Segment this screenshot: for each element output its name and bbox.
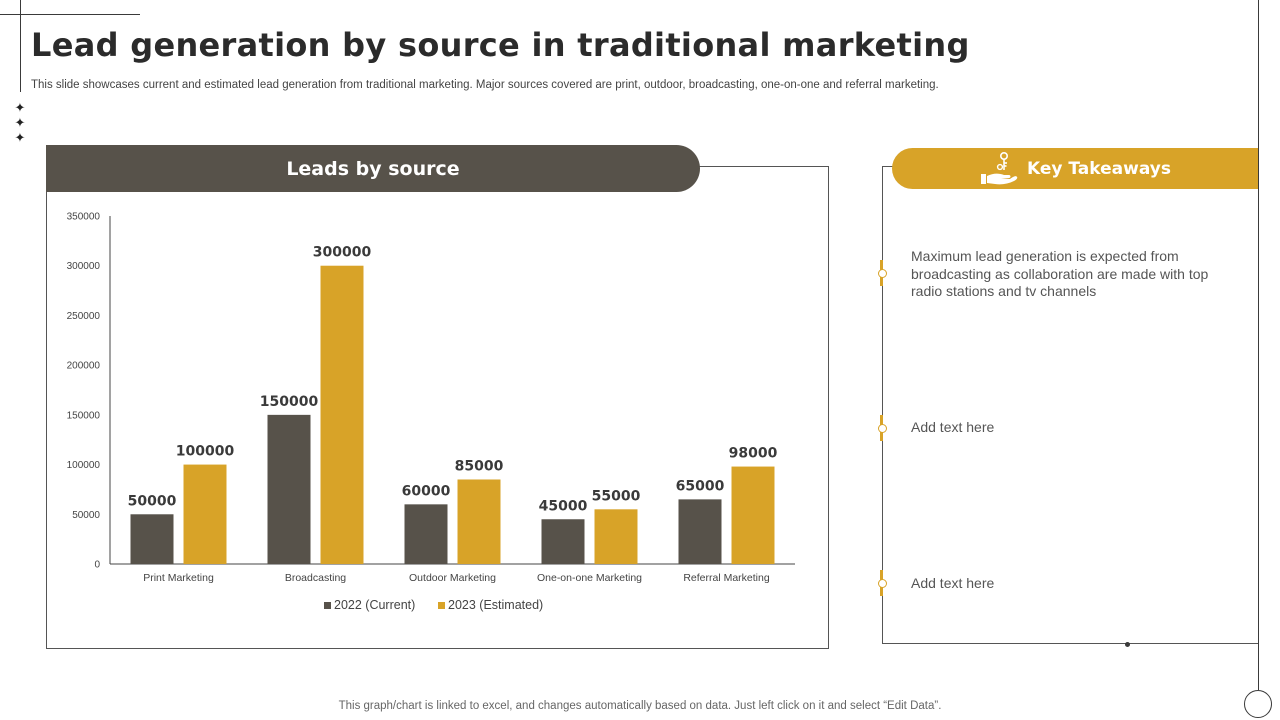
x-tick-label: One-on-one Marketing: [537, 572, 642, 584]
x-tick-label: Outdoor Marketing: [409, 572, 496, 584]
chart-header: Leads by source: [46, 145, 700, 192]
takeaway-text[interactable]: Add text here: [911, 419, 995, 435]
bar[interactable]: [731, 466, 775, 564]
legend-label[interactable]: 2023 (Estimated): [448, 598, 543, 612]
takeaway-marker: [878, 570, 888, 596]
timeline-endcap: [1125, 642, 1130, 647]
hand-key-icon: [981, 151, 1018, 184]
y-tick-label: 150000: [67, 410, 101, 421]
legend-label[interactable]: 2022 (Current): [334, 598, 415, 612]
takeaway-text[interactable]: Add text here: [911, 575, 995, 591]
y-tick-label: 0: [94, 560, 100, 571]
data-label: 55000: [592, 488, 641, 504]
data-label: 98000: [729, 446, 778, 462]
page-subtitle: This slide showcases current and estimat…: [31, 79, 939, 91]
decorative-line-right: [1258, 0, 1259, 690]
bar[interactable]: [594, 509, 638, 564]
x-tick-label: Print Marketing: [143, 572, 214, 584]
data-label: 100000: [176, 444, 235, 460]
data-label: 50000: [128, 493, 177, 509]
data-label: 150000: [260, 394, 319, 410]
y-tick-label: 200000: [67, 361, 101, 372]
x-tick-label: Referral Marketing: [683, 572, 770, 584]
data-label: 60000: [402, 483, 451, 499]
takeaway-marker: [878, 260, 888, 286]
key-takeaways-header: Key Takeaways: [892, 148, 1258, 189]
y-tick-label: 100000: [67, 460, 101, 471]
bar[interactable]: [457, 479, 501, 564]
bar[interactable]: [320, 265, 364, 564]
legend-swatch: [438, 602, 445, 609]
takeaway-marker: [878, 415, 888, 441]
data-label: 300000: [313, 245, 372, 261]
y-tick-label: 300000: [67, 261, 101, 272]
key-takeaways-frame: [882, 166, 1258, 644]
data-label: 45000: [539, 498, 588, 514]
legend-swatch: [324, 602, 331, 609]
y-tick-label: 350000: [67, 212, 101, 223]
bar[interactable]: [267, 414, 311, 564]
y-tick-label: 50000: [72, 510, 100, 521]
bar[interactable]: [130, 514, 174, 564]
sparkle-icon: ✦ ✦ ✦: [14, 100, 26, 145]
data-label: 85000: [455, 458, 504, 474]
footer-note: This graph/chart is linked to excel, and…: [338, 700, 942, 712]
decorative-circle: [1244, 690, 1272, 718]
data-label: 65000: [676, 478, 725, 494]
bar[interactable]: [678, 499, 722, 564]
bar[interactable]: [183, 464, 227, 564]
bar[interactable]: [404, 504, 448, 564]
y-tick-label: 250000: [67, 311, 101, 322]
bar[interactable]: [541, 519, 585, 564]
key-takeaways-title: Key Takeaways: [1027, 158, 1171, 179]
page-title: Lead generation by source in traditional…: [31, 26, 970, 64]
decorative-line-top: [0, 14, 140, 15]
x-tick-label: Broadcasting: [285, 572, 346, 584]
takeaway-text[interactable]: Maximum lead generation is expected from…: [911, 248, 1209, 299]
decorative-line-left: [20, 0, 21, 92]
